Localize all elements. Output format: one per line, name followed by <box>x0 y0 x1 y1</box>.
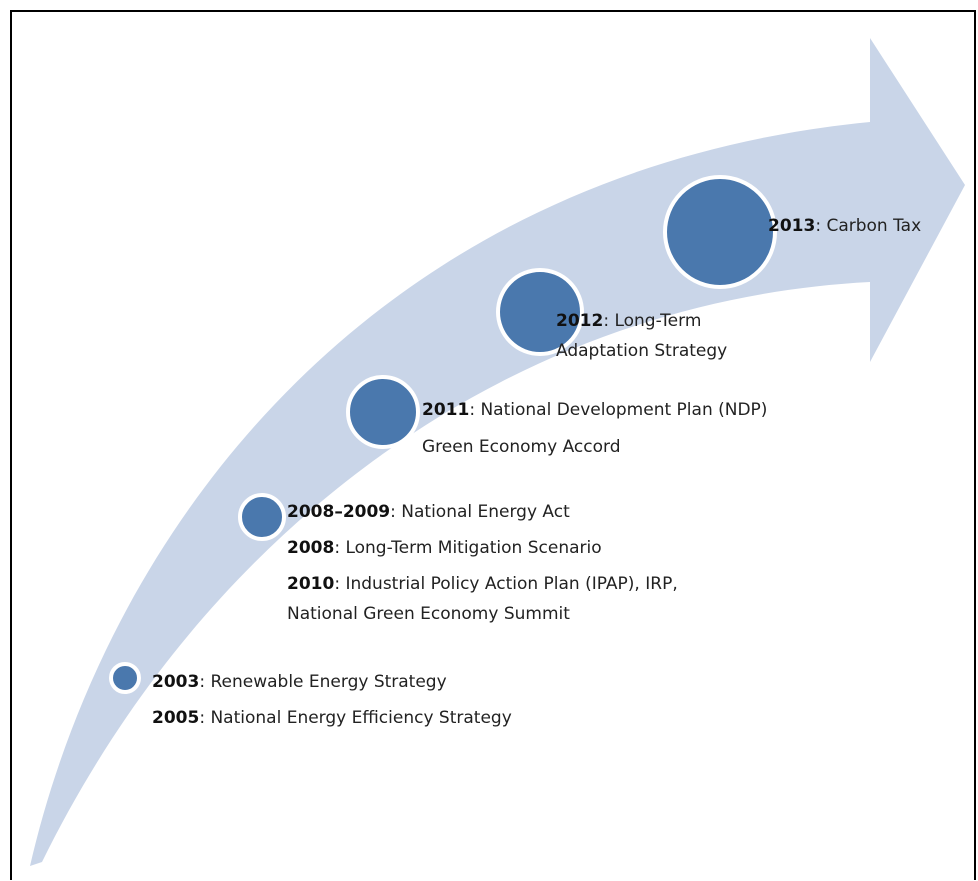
milestone-dot <box>663 175 777 289</box>
milestone-year: 2010 <box>287 574 335 594</box>
milestone-line: Adaptation Strategy <box>556 341 727 361</box>
milestone-line: 2010: Industrial Policy Action Plan (IPA… <box>287 574 678 594</box>
milestone-dot <box>346 375 420 449</box>
milestone-line: 2013: Carbon Tax <box>768 216 921 236</box>
milestone-text: Green Economy Accord <box>422 437 621 457</box>
milestone-text: : National Development Plan (NDP) <box>469 400 768 420</box>
milestone-text: : Renewable Energy Strategy <box>199 672 447 692</box>
milestone-line: 2011: National Development Plan (NDP) <box>422 400 767 420</box>
milestone-text: : National Energy Act <box>390 502 570 522</box>
milestone-line: 2012: Long-Term <box>556 311 701 331</box>
milestone-year: 2008–2009 <box>287 502 391 522</box>
milestone-line: 2003: Renewable Energy Strategy <box>152 672 447 692</box>
milestone-text: : Carbon Tax <box>815 216 922 236</box>
milestone-year: 2008 <box>287 538 335 558</box>
milestone-line: 2008: Long-Term Mitigation Scenario <box>287 538 602 558</box>
milestone-text: : Long-Term <box>603 311 702 331</box>
milestone-text: : National Energy Efficiency Strategy <box>199 708 512 728</box>
milestone-text: Adaptation Strategy <box>556 341 728 361</box>
milestone-year: 2011 <box>422 400 470 420</box>
milestone-dot <box>109 662 141 694</box>
milestone-line: Green Economy Accord <box>422 437 620 457</box>
milestone-text: : Long-Term Mitigation Scenario <box>334 538 602 558</box>
milestone-year: 2005 <box>152 708 200 728</box>
frame <box>10 10 976 880</box>
milestone-text: National Green Economy Summit <box>287 604 570 624</box>
milestone-year: 2012 <box>556 311 604 331</box>
milestone-dot <box>496 268 584 356</box>
milestone-line: 2008–2009: National Energy Act <box>287 502 570 522</box>
milestone-line: National Green Economy Summit <box>287 604 570 624</box>
milestone-text: : Industrial Policy Action Plan (IPAP), … <box>334 574 678 594</box>
milestone-year: 2013 <box>768 216 816 236</box>
milestone-year: 2003 <box>152 672 200 692</box>
milestone-dot <box>238 493 286 541</box>
milestone-line: 2005: National Energy Efficiency Strateg… <box>152 708 512 728</box>
